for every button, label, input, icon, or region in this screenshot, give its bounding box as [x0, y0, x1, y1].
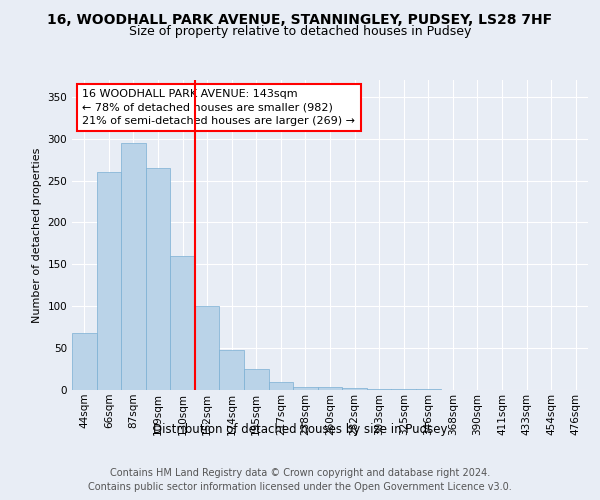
Bar [293, 386, 318, 390]
Text: 16, WOODHALL PARK AVENUE, STANNINGLEY, PUDSEY, LS28 7HF: 16, WOODHALL PARK AVENUE, STANNINGLEY, P… [47, 12, 553, 26]
Text: Distribution of detached houses by size in Pudsey: Distribution of detached houses by size … [153, 422, 447, 436]
Bar [318, 388, 342, 390]
Text: 16 WOODHALL PARK AVENUE: 143sqm
← 78% of detached houses are smaller (982)
21% o: 16 WOODHALL PARK AVENUE: 143sqm ← 78% of… [82, 90, 355, 126]
Text: Contains HM Land Registry data © Crown copyright and database right 2024.
Contai: Contains HM Land Registry data © Crown c… [88, 468, 512, 491]
Bar [391, 389, 416, 390]
Bar [195, 306, 220, 390]
Bar [146, 168, 170, 390]
Y-axis label: Number of detached properties: Number of detached properties [32, 148, 42, 322]
Bar [416, 389, 440, 390]
Bar [220, 350, 244, 390]
Bar [269, 382, 293, 390]
Bar [170, 256, 195, 390]
Bar [244, 369, 269, 390]
Text: Size of property relative to detached houses in Pudsey: Size of property relative to detached ho… [129, 25, 471, 38]
Bar [342, 388, 367, 390]
Bar [367, 389, 391, 390]
Bar [97, 172, 121, 390]
Bar [72, 333, 97, 390]
Bar [121, 143, 146, 390]
